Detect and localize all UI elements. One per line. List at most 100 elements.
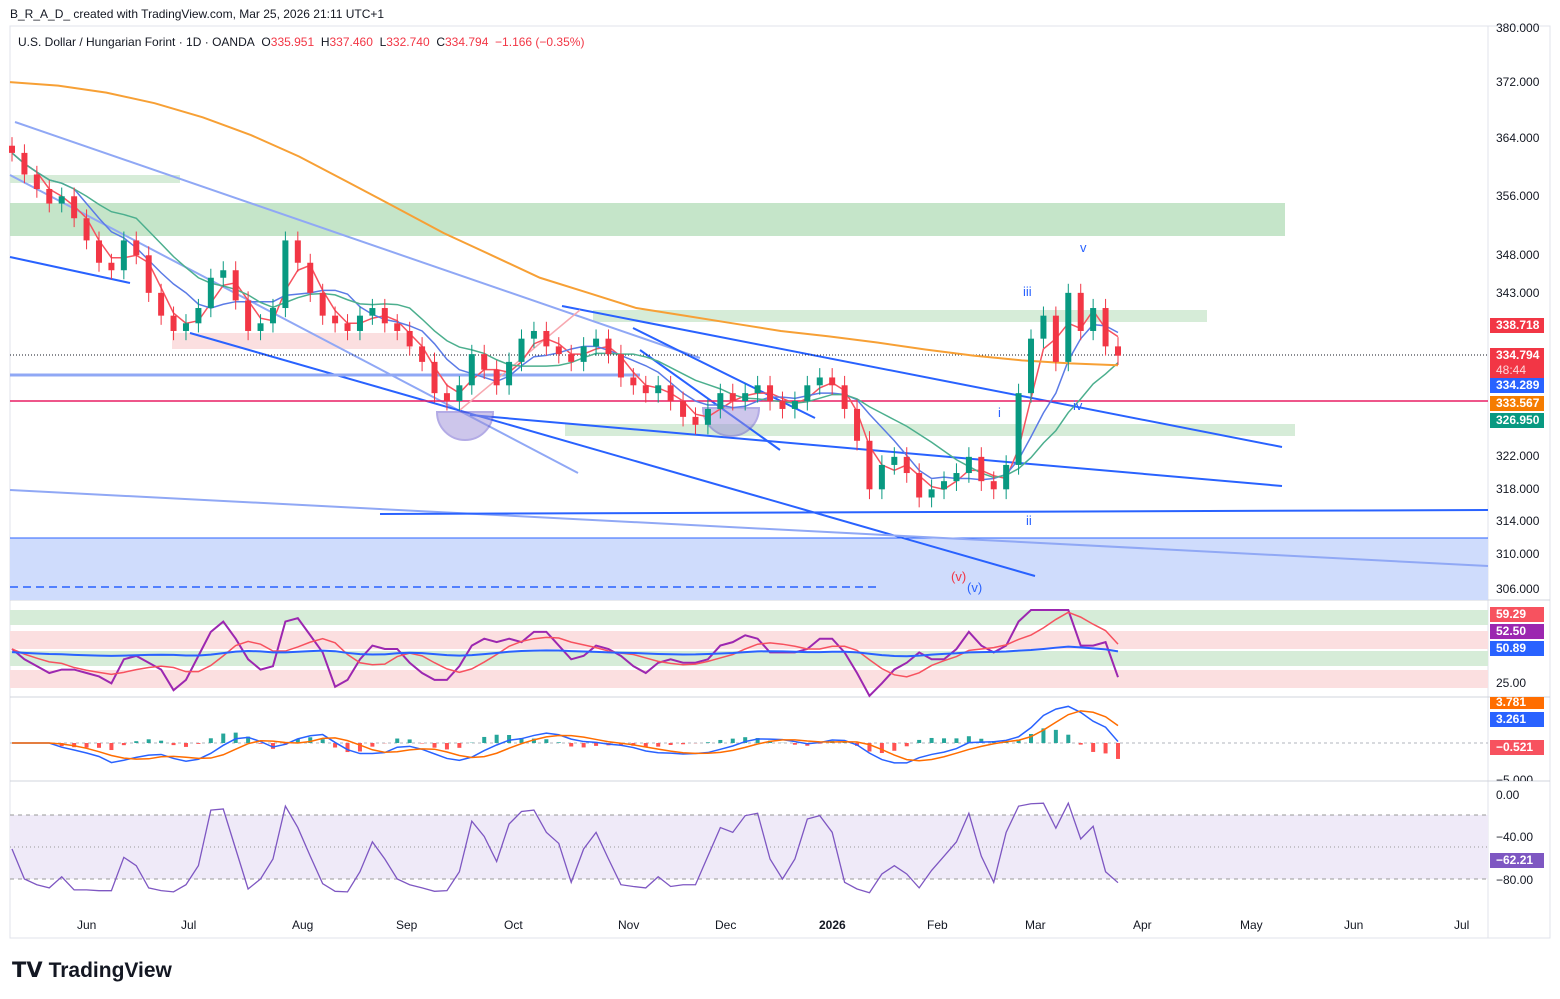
candle <box>46 180 53 213</box>
open-value: 335.951 <box>270 35 315 49</box>
candle <box>1090 298 1097 341</box>
candle <box>680 391 687 427</box>
macd-histogram-bar <box>1053 729 1058 743</box>
candle <box>58 187 65 213</box>
candle <box>431 352 438 403</box>
candle <box>21 144 28 184</box>
candle <box>717 383 724 419</box>
candle <box>344 314 351 341</box>
candle <box>195 298 202 333</box>
macd-histogram-bar <box>233 732 238 743</box>
wave-label-iv: iv <box>1073 398 1083 413</box>
price-tick: 322.000 <box>1496 449 1540 463</box>
macd-histogram-bar <box>556 742 561 743</box>
pane-borders <box>9 25 1551 939</box>
macd-histogram-bar <box>258 743 263 744</box>
tradingview-logo[interactable]: 𝗧𝗩 TradingView <box>12 958 172 983</box>
macd-histogram-bar <box>221 733 226 743</box>
price-tick: 343.000 <box>1496 286 1540 300</box>
candle <box>941 471 948 500</box>
macd-histogram-bar <box>718 739 723 743</box>
macd-histogram-bar <box>1103 743 1108 754</box>
candle <box>381 298 388 333</box>
macd-histogram-bar <box>519 738 524 743</box>
macd-histogram-bar <box>159 740 164 743</box>
macd-histogram-bar <box>357 743 362 752</box>
high-value: 337.460 <box>329 35 373 49</box>
candle <box>95 231 102 272</box>
candle <box>580 337 587 372</box>
macd-histogram-bar <box>954 738 959 743</box>
candle <box>742 383 749 411</box>
wpr-tick: −80.00 <box>1496 873 1534 887</box>
candle <box>791 391 798 419</box>
macd-histogram-bar <box>146 739 151 743</box>
ma-fast-label: 334.289 <box>1490 378 1544 393</box>
macd-histogram-bar <box>681 743 686 745</box>
price-tick: 380.000 <box>1496 21 1540 35</box>
candle <box>1102 298 1109 356</box>
price-tick: 372.000 <box>1496 75 1540 89</box>
candle <box>406 321 413 356</box>
macd-histogram-bar <box>531 738 536 743</box>
candle <box>667 375 674 411</box>
candle <box>518 329 525 372</box>
candle <box>257 314 264 341</box>
macd-histogram-bar <box>320 739 325 743</box>
high-label: H <box>320 35 330 49</box>
candle <box>170 306 177 341</box>
macd-histogram-bar <box>917 739 922 743</box>
month-label: 2026 <box>819 918 846 932</box>
candle <box>133 231 140 265</box>
symbol-name[interactable]: U.S. Dollar / Hungarian Forint · 1D · OA… <box>18 35 255 49</box>
candle <box>841 375 848 419</box>
candle <box>158 283 165 325</box>
candle <box>816 368 823 395</box>
candle <box>145 246 152 302</box>
macd-histogram-bar <box>705 742 710 743</box>
candle <box>1028 329 1035 403</box>
macd-histogram-bar <box>134 741 139 743</box>
candle <box>642 375 649 403</box>
macd-histogram-bar <box>929 737 934 743</box>
tv-logo-icon: 𝗧𝗩 <box>12 959 43 982</box>
rsi-pane <box>10 609 1488 698</box>
candle <box>456 375 463 411</box>
candle <box>1015 383 1022 475</box>
macd-hist-label: −0.521 <box>1490 740 1544 755</box>
bar-countdown: 48:44 <box>1496 363 1527 377</box>
macd-histogram-bar <box>966 736 971 743</box>
resistance-price-label: 338.718 <box>1490 318 1544 333</box>
candle <box>692 407 699 435</box>
month-label: Jun <box>77 918 97 932</box>
candle <box>593 329 600 356</box>
macd-histogram-bar <box>755 738 760 743</box>
macd-histogram-bar <box>594 743 599 746</box>
candle <box>767 375 774 411</box>
candle <box>804 375 811 411</box>
macd-histogram-bar <box>196 743 201 744</box>
rsi-tick: 25.00 <box>1496 676 1527 690</box>
candle <box>443 383 450 411</box>
candle <box>605 329 612 364</box>
candle <box>953 463 960 491</box>
candle <box>1003 455 1010 500</box>
candle <box>1065 283 1072 372</box>
candle <box>568 344 575 372</box>
macd-histogram-bar <box>507 735 512 743</box>
credit-text: B_R_A_D_ created with TradingView.com, M… <box>10 7 385 21</box>
candle <box>120 231 127 280</box>
month-label: Jul <box>181 918 197 932</box>
candle <box>419 337 426 372</box>
macd-histogram-bar <box>1116 743 1120 759</box>
candle <box>779 391 786 419</box>
candle <box>319 283 326 325</box>
ma-slow-label: 326.950 <box>1490 413 1544 428</box>
candle <box>369 298 376 325</box>
candle <box>182 314 189 341</box>
month-label: Nov <box>618 918 640 932</box>
macd-histogram-bar <box>668 743 673 745</box>
wave-label-v-red: (v) <box>951 569 967 584</box>
candle <box>555 337 562 364</box>
